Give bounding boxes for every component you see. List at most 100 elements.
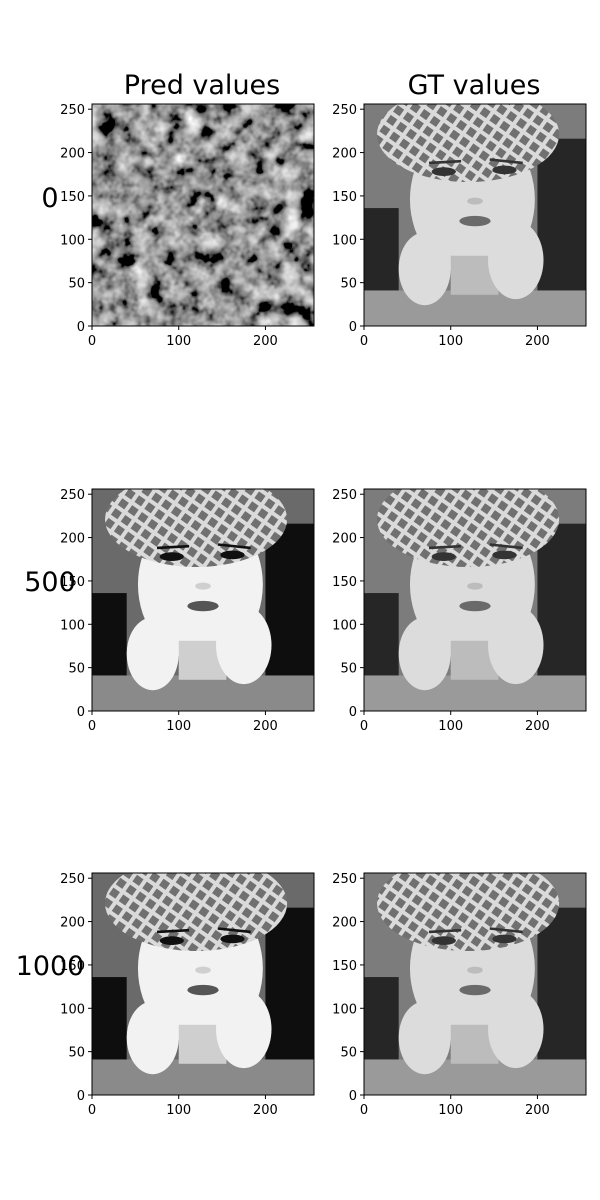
- image-hand-left: [398, 1001, 451, 1075]
- image-hat: [105, 873, 288, 952]
- x-tick-label-0: 0: [360, 334, 368, 349]
- image-brow-left: [428, 928, 462, 934]
- image-eye-right: [492, 550, 517, 560]
- axes-frame: [363, 103, 587, 327]
- axes-frame: [91, 488, 315, 712]
- y-tick-label-250: 250: [332, 103, 357, 118]
- y-tick-label-50: 50: [340, 1046, 357, 1061]
- image-eye-left: [431, 552, 456, 561]
- panel-row0-gt: 0 100 200 0 50 100 150 200 250: [332, 103, 587, 349]
- image-noise: [92, 104, 314, 326]
- y-tick-label-100: 100: [60, 233, 85, 248]
- image-nose: [195, 582, 211, 590]
- image-hand-left: [126, 1001, 179, 1075]
- image-nose: [467, 197, 483, 205]
- y-tick-label-0: 0: [349, 705, 357, 720]
- x-tick-label-100: 100: [166, 1103, 191, 1118]
- panel-image: [92, 489, 314, 711]
- image-nose: [467, 966, 483, 974]
- image-hand-right: [488, 606, 544, 685]
- row-label-500: 500: [24, 567, 76, 598]
- x-tick-label-0: 0: [88, 334, 96, 349]
- panel-image: [92, 873, 314, 1095]
- x-tick-label-200: 200: [253, 719, 278, 734]
- x-tick-label-0: 0: [88, 1103, 96, 1118]
- image-brow-right: [217, 543, 251, 550]
- x-tick-label-100: 100: [166, 719, 191, 734]
- image-brow-right: [489, 927, 523, 934]
- column-title-pred: Pred values: [123, 70, 281, 101]
- x-tick-label-200: 200: [253, 1103, 278, 1118]
- image-brow-left: [156, 928, 190, 934]
- x-tick-label-200: 200: [525, 719, 550, 734]
- x-tick-label-200: 200: [253, 334, 278, 349]
- image-brow-right: [489, 158, 523, 165]
- panel-row0-pred: 0 100 200 0 50 100 150 200 250: [60, 103, 315, 349]
- y-tick-label-250: 250: [60, 872, 85, 887]
- image-hand-left: [398, 617, 451, 691]
- y-tick-label-150: 150: [332, 190, 357, 205]
- panel-image: [364, 104, 586, 326]
- panel-row1000-gt: 0 100 200 0 50 100 150 200 250: [332, 872, 587, 1118]
- x-tick-label-100: 100: [438, 1103, 463, 1118]
- x-tick-label-200: 200: [525, 1103, 550, 1118]
- y-tick-label-200: 200: [332, 532, 357, 547]
- image-sweater: [364, 290, 586, 326]
- y-tick-label-250: 250: [332, 872, 357, 887]
- y-tick-label-50: 50: [68, 277, 85, 292]
- y-tick-label-50: 50: [340, 277, 357, 292]
- panel-row500-pred: 0 100 200 0 50 100 150 200 250: [60, 488, 315, 734]
- y-tick-label-100: 100: [60, 1002, 85, 1017]
- y-tick-label-250: 250: [60, 488, 85, 503]
- image-brow-right: [217, 927, 251, 934]
- image-eye-left: [159, 936, 184, 945]
- image-lips: [187, 984, 219, 996]
- y-tick-label-150: 150: [60, 959, 85, 974]
- x-tick-label-200: 200: [525, 334, 550, 349]
- y-tick-label-0: 0: [77, 320, 85, 335]
- y-tick-label-0: 0: [77, 1089, 85, 1104]
- y-tick-label-200: 200: [60, 532, 85, 547]
- image-brow-right: [489, 543, 523, 550]
- x-tick-label-0: 0: [360, 1103, 368, 1118]
- panel-image: [364, 489, 586, 711]
- image-lips: [187, 600, 219, 612]
- image-brow-left: [156, 544, 190, 550]
- image-hand-right: [488, 221, 544, 300]
- image-lips: [459, 984, 491, 996]
- axes-frame: [363, 872, 587, 1096]
- image-eye-right: [220, 550, 245, 560]
- y-tick-label-100: 100: [332, 618, 357, 633]
- image-hat: [377, 873, 560, 952]
- column-title-gt: GT values: [407, 70, 541, 101]
- y-tick-label-50: 50: [68, 662, 85, 677]
- y-tick-label-0: 0: [349, 320, 357, 335]
- y-tick-label-150: 150: [60, 575, 85, 590]
- panel-row1000-pred: 0 100 200 0 50 100 150 200 250: [60, 872, 315, 1118]
- panel-row500-gt: 0 100 200 0 50 100 150 200 250: [332, 488, 587, 734]
- image-hand-right: [488, 990, 544, 1069]
- image-eye-left: [431, 936, 456, 945]
- y-tick-label-200: 200: [60, 147, 85, 162]
- image-lips: [459, 600, 491, 612]
- image-sweater: [92, 1059, 314, 1095]
- x-tick-label-0: 0: [360, 719, 368, 734]
- image-hat: [105, 489, 288, 568]
- x-tick-label-100: 100: [438, 719, 463, 734]
- image-sweater: [92, 675, 314, 711]
- y-tick-label-150: 150: [332, 575, 357, 590]
- image-hat: [377, 104, 560, 183]
- axes-frame: [91, 872, 315, 1096]
- axes-frame: [363, 488, 587, 712]
- image-brow-left: [428, 544, 462, 550]
- y-tick-label-200: 200: [332, 916, 357, 931]
- axes-frame: [91, 103, 315, 327]
- y-tick-label-50: 50: [68, 1046, 85, 1061]
- y-tick-label-250: 250: [332, 488, 357, 503]
- y-tick-label-100: 100: [332, 1002, 357, 1017]
- row-label-1000: 1000: [15, 951, 85, 982]
- image-sweater: [364, 1059, 586, 1095]
- image-nose: [195, 966, 211, 974]
- y-tick-label-100: 100: [332, 233, 357, 248]
